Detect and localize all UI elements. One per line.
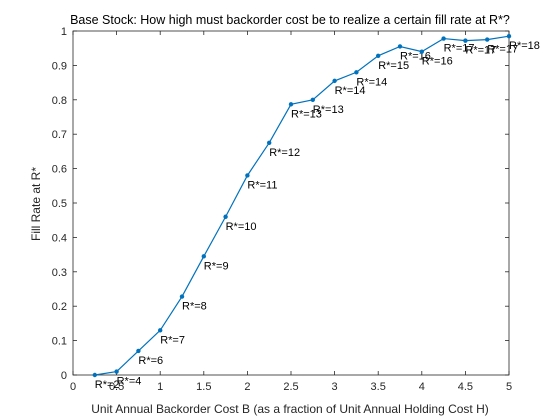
point-label: R*=6 [138,355,163,367]
point-label: R*=4 [117,376,142,388]
data-point [376,53,381,58]
point-label: R*=17 [487,44,518,56]
data-point [136,348,141,354]
point-label: R*=7 [160,334,185,346]
y-tick-label: 0.9 [52,60,67,72]
point-label: R*=14 [335,85,366,97]
y-tick-label: 0.1 [52,336,67,348]
point-label: R*=17 [444,43,475,55]
y-tick-label: 0.8 [52,95,67,107]
chart-title: Base Stock: How high must backorder cost… [70,13,510,27]
x-tick-label: 2 [244,381,250,393]
y-tick-label: 0.3 [52,267,67,279]
y-tick-label: 0.4 [52,232,67,244]
x-axis-title: Unit Annual Backorder Cost B (as a fract… [91,402,489,416]
data-point [245,173,250,178]
x-tick-label: 4.5 [458,381,473,393]
data-point [332,78,337,84]
data-point [267,140,272,145]
point-label: R*=18 [509,40,540,52]
point-label: R*=13 [291,108,322,120]
x-tick-label: 0.5 [109,381,124,393]
point-label: R*=16 [400,50,431,62]
data-point [288,102,294,107]
point-label: R*=17 [465,45,496,57]
x-tick-label: 3.5 [371,381,386,393]
axes-frame [72,30,510,376]
data-point [223,214,228,219]
y-tick-label: 1 [61,26,67,38]
x-tick-label: 1 [157,381,163,393]
x-tick-label: 0 [70,381,76,393]
x-tick-label: 5 [506,381,512,393]
point-label: R*=16 [422,56,453,68]
series-line [94,35,510,376]
data-point [310,97,315,103]
data-point [506,33,512,39]
data-point [485,37,490,42]
x-tick-label: 1.5 [196,381,211,393]
point-label: R*=14 [356,76,387,88]
y-tick-label: 0.2 [52,301,67,313]
x-tick-label: 4 [419,381,425,393]
data-point [92,372,98,378]
y-tick-label: 0.6 [52,164,67,176]
data-point [114,369,119,374]
data-point [463,38,468,43]
x-tick-label: 3 [332,381,338,393]
data-point [354,70,359,75]
point-label: R*=12 [269,147,300,159]
data-point [158,328,163,333]
data-point [179,294,185,299]
y-tick-label: 0 [61,370,67,382]
point-label: R*=10 [226,221,257,233]
point-label: R*=15 [378,60,409,72]
point-label: R*=9 [204,260,229,272]
x-tick-label: 2.5 [283,381,298,393]
point-label: R*=2 [95,379,120,391]
data-point [419,49,424,54]
data-point [397,44,403,49]
point-label: R*=13 [313,104,344,116]
data-point [441,36,446,41]
plot-area: 0 0.5 1 1.5 2 2.5 3 3.5 4 4.5 5 0 0.1 0.2 0.3 0.4 0.5 0.6… [52,26,540,393]
y-tick-label: 0.7 [52,129,67,141]
y-axis-title: Fill Rate at R* [29,167,43,241]
y-tick-label: 0.5 [52,198,67,210]
point-label: R*=11 [247,179,277,191]
data-point [201,254,206,259]
point-label: R*=8 [182,301,207,313]
